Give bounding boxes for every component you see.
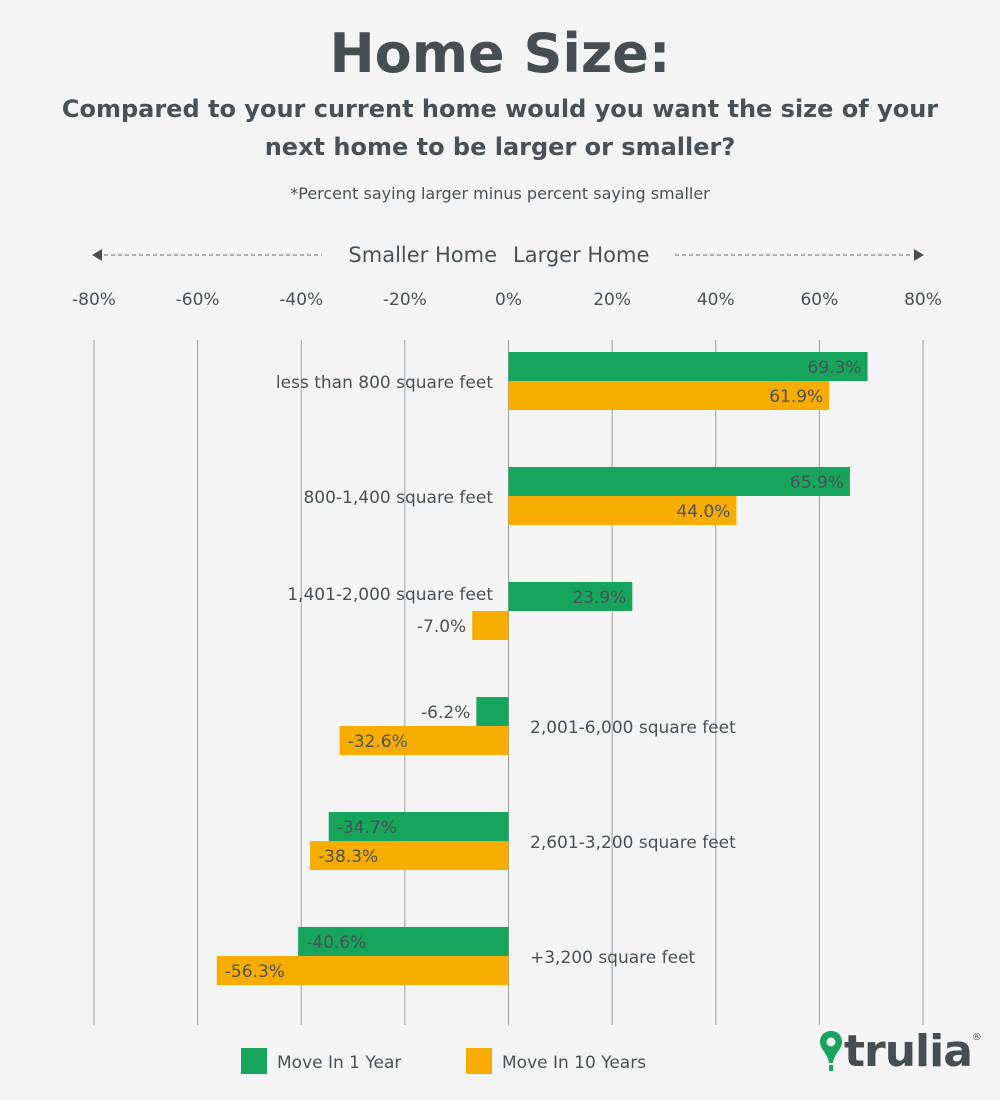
x-tick-label: 80% <box>904 290 942 310</box>
data-label: 44.0% <box>676 502 730 522</box>
category-label: 1,401-2,000 square feet <box>287 585 493 605</box>
data-label: -38.3% <box>318 847 378 867</box>
direction-label-larger: Larger Home <box>513 243 649 267</box>
data-label: 65.9% <box>790 473 844 493</box>
bar-move-in-1-year <box>508 582 633 611</box>
bar-move-in-1-year <box>476 697 509 726</box>
bar-move-in-1-year <box>508 352 868 381</box>
data-label: 23.9% <box>572 588 626 608</box>
data-label: -32.6% <box>348 732 408 752</box>
x-tick-label: -40% <box>279 290 323 310</box>
data-label: -6.2% <box>421 703 470 723</box>
x-tick-label: 20% <box>593 290 631 310</box>
legend-swatch-10-years <box>466 1048 492 1074</box>
direction-label-smaller: Smaller Home <box>348 243 497 267</box>
category-label: 800-1,400 square feet <box>303 488 493 508</box>
bar-move-in-10-years <box>310 841 509 870</box>
chart-subtitle: Compared to your current home would you … <box>61 95 939 161</box>
data-label: 61.9% <box>769 387 823 407</box>
legend-label-1-year: Move In 1 Year <box>277 1053 401 1073</box>
bar-move-in-10-years <box>216 956 509 985</box>
data-label: -56.3% <box>225 962 285 982</box>
category-label: 2,001-6,000 square feet <box>530 718 736 738</box>
chart-note: *Percent saying larger minus percent say… <box>290 184 710 203</box>
logo-text: trulia <box>844 1025 973 1077</box>
arrow-left-icon <box>92 249 102 261</box>
bar-move-in-10-years <box>508 496 737 525</box>
category-label: less than 800 square feet <box>276 373 493 393</box>
legend-label-10-years: Move In 10 Years <box>502 1053 646 1073</box>
bar-move-in-1-year <box>328 812 509 841</box>
category-label: +3,200 square feet <box>530 948 696 968</box>
bar-move-in-10-years <box>508 381 830 410</box>
x-tick-label: 0% <box>495 290 522 310</box>
bar-move-in-10-years <box>339 726 509 755</box>
bar-move-in-1-year <box>298 927 509 956</box>
data-label: -34.7% <box>337 818 397 838</box>
x-tick-label: -20% <box>383 290 427 310</box>
data-label: -40.6% <box>306 933 366 953</box>
x-tick-label: -60% <box>176 290 220 310</box>
x-tick-label: -80% <box>72 290 116 310</box>
trulia-logo: trulia ® <box>818 1025 982 1077</box>
arrow-right-icon <box>914 249 924 261</box>
map-pin-icon <box>820 1031 842 1071</box>
x-tick-label: 60% <box>800 290 838 310</box>
chart-title: Home Size: <box>329 22 671 85</box>
data-label: 69.3% <box>808 358 862 378</box>
data-label: -7.0% <box>417 617 466 637</box>
category-label: 2,601-3,200 square feet <box>530 833 736 853</box>
legend-swatch-1-year <box>241 1048 267 1074</box>
bar-move-in-10-years <box>472 611 509 640</box>
bar-move-in-1-year <box>508 467 850 496</box>
logo-registered-mark: ® <box>971 1032 982 1043</box>
x-tick-label: 40% <box>697 290 735 310</box>
